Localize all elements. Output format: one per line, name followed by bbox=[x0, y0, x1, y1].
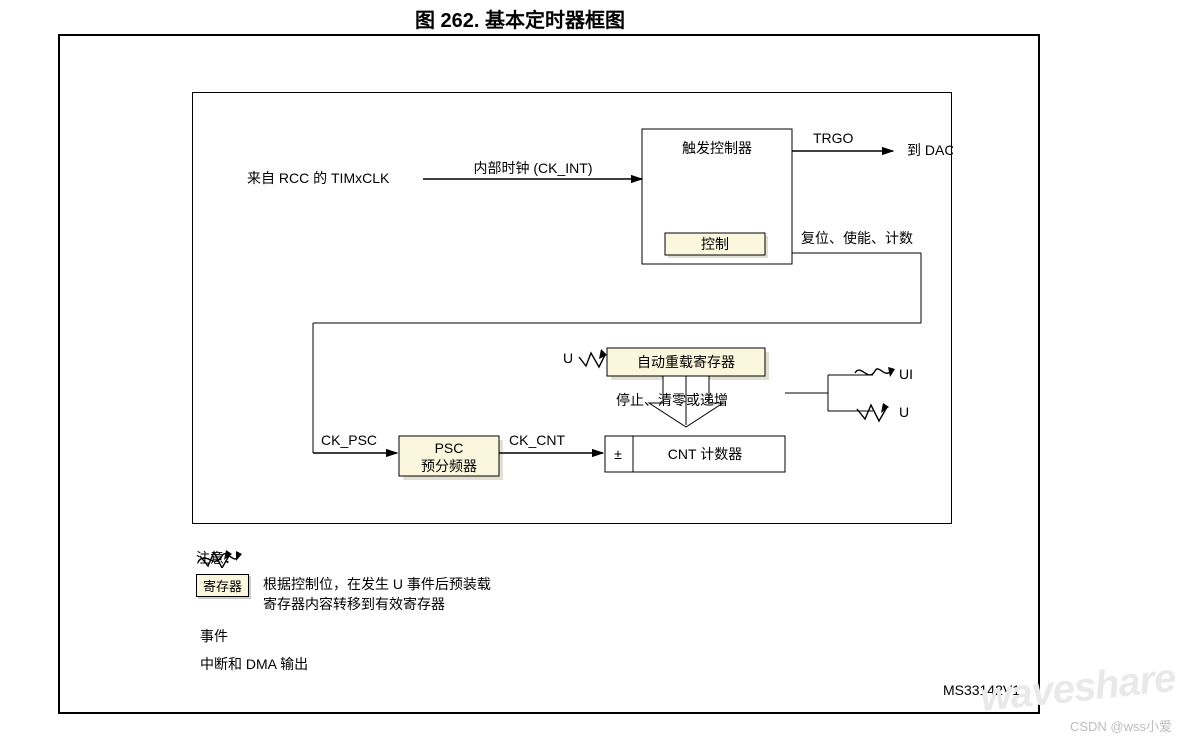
reset-enable-count-label: 复位、使能、计数 bbox=[801, 230, 913, 246]
note-title: 注意： bbox=[196, 548, 896, 568]
source-label: 来自 RCC 的 TIMxCLK bbox=[247, 170, 390, 186]
event-label: 事件 bbox=[200, 626, 228, 646]
u2-label: U bbox=[899, 404, 909, 420]
irq-dma-label: 中断和 DMA 输出 bbox=[200, 654, 308, 674]
register-swatch: 寄存器 bbox=[196, 574, 249, 597]
to-dac-label: 到 DAC bbox=[907, 142, 953, 158]
trigger-controller-label: 触发控制器 bbox=[682, 140, 752, 156]
stop-clear-inc-label: 停止、清零或递增 bbox=[616, 392, 728, 408]
ck-psc-label: CK_PSC bbox=[321, 432, 377, 448]
svg-text:±: ± bbox=[614, 446, 622, 462]
watermark-csdn: CSDN @wss小爱 bbox=[1070, 716, 1172, 735]
cnt-label: CNT 计数器 bbox=[668, 446, 742, 462]
ui-label: UI bbox=[899, 366, 913, 382]
diagram-frame: 触发控制器 控制 来自 RCC 的 TIMxCLK 内部时钟 (CK_INT) … bbox=[192, 92, 952, 524]
diagram-svg: 触发控制器 控制 来自 RCC 的 TIMxCLK 内部时钟 (CK_INT) … bbox=[193, 93, 953, 525]
figure-title: 图 262. 基本定时器框图 bbox=[0, 4, 1040, 33]
legend-area: 注意： 寄存器 根据控制位，在发生 U 事件后预装载 寄存器内容转移到有效寄存器… bbox=[196, 548, 896, 674]
int-clock-label: 内部时钟 (CK_INT) bbox=[474, 160, 593, 176]
outer-frame: 触发控制器 控制 来自 RCC 的 TIMxCLK 内部时钟 (CK_INT) … bbox=[58, 34, 1040, 714]
psc-label-bottom: 预分频器 bbox=[421, 458, 477, 474]
ck-cnt-label: CK_CNT bbox=[509, 432, 565, 448]
doc-code: MS33142V1 bbox=[943, 682, 1020, 698]
control-box-label: 控制 bbox=[701, 236, 729, 252]
u-label: U bbox=[563, 350, 573, 366]
irq-dma-icon bbox=[196, 548, 244, 568]
psc-label-top: PSC bbox=[435, 440, 464, 456]
trgo-label: TRGO bbox=[813, 130, 854, 146]
note-line-1: 根据控制位，在发生 U 事件后预装载 bbox=[263, 574, 491, 594]
autoreload-label: 自动重载寄存器 bbox=[637, 354, 735, 370]
note-line-2: 寄存器内容转移到有效寄存器 bbox=[263, 594, 491, 614]
